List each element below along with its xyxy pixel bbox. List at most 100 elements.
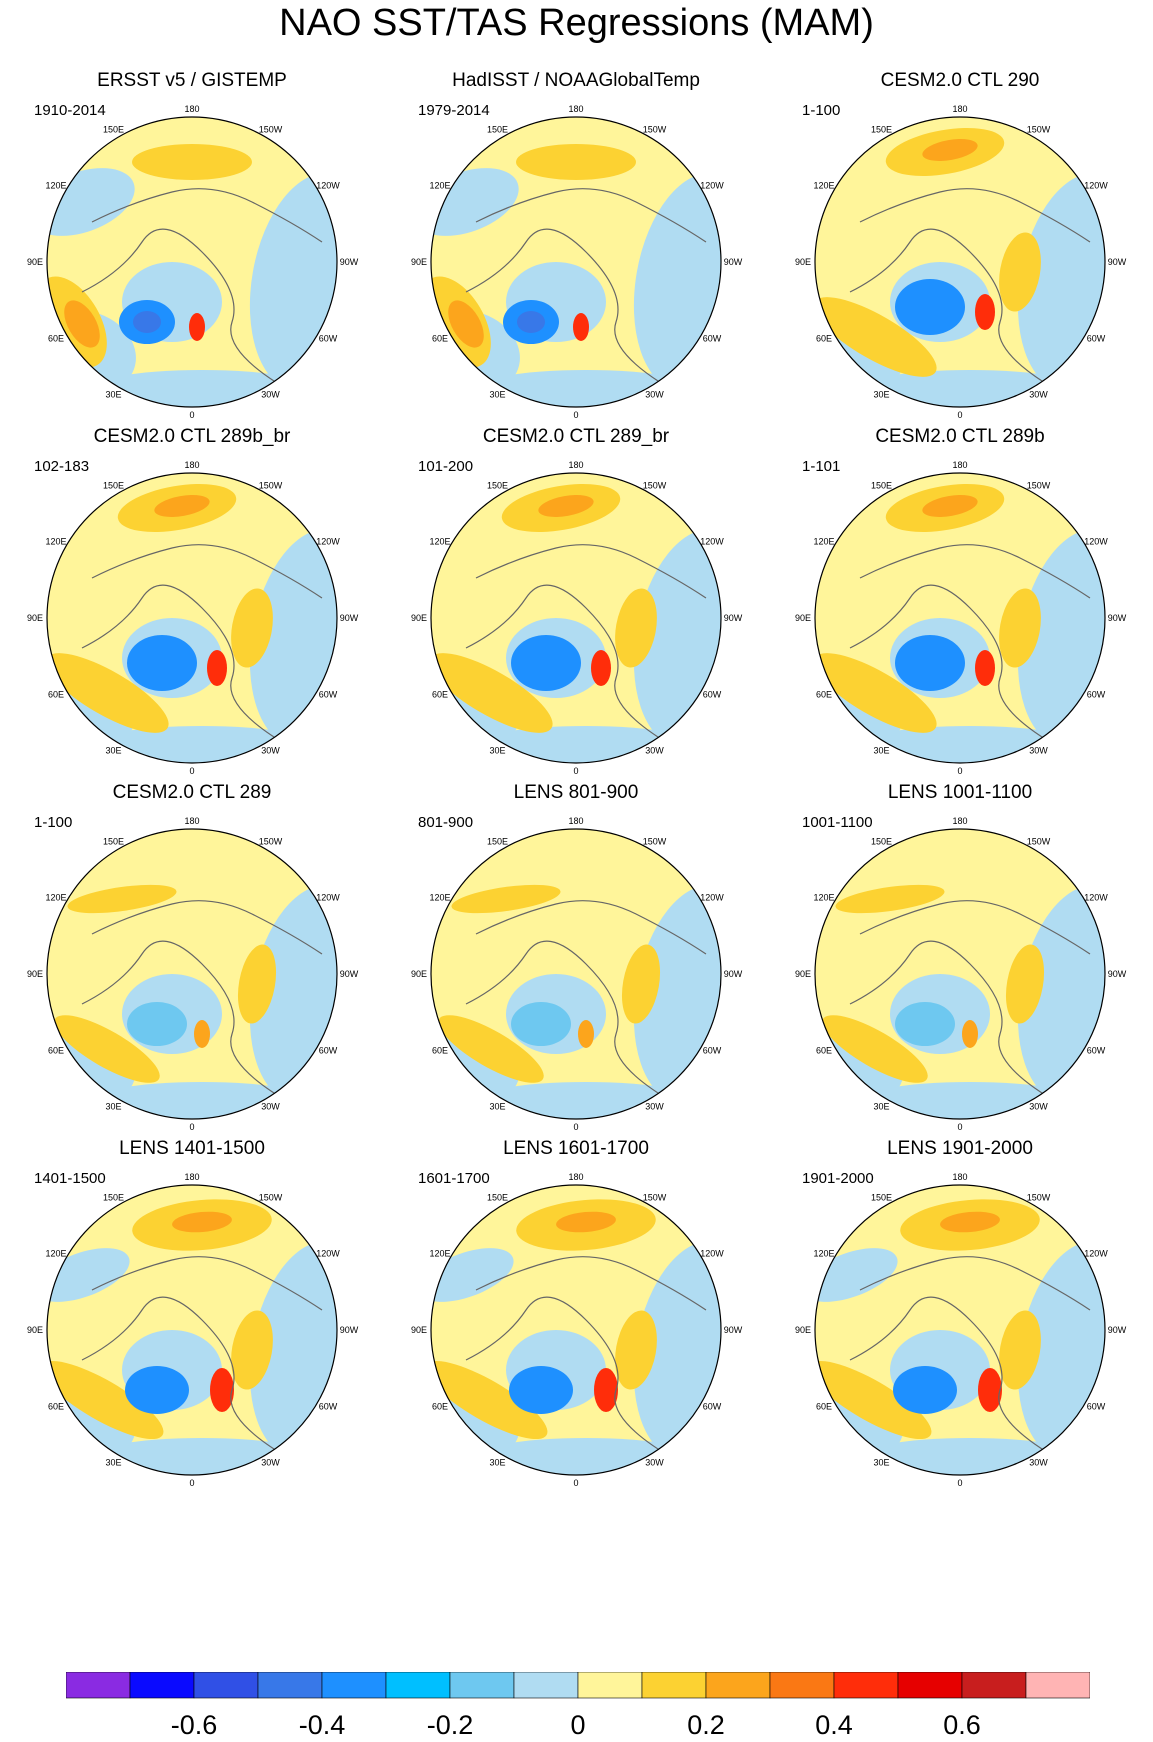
anomaly-scandinavia-warm [210, 1368, 234, 1412]
map-boundary [430, 116, 722, 408]
longitude-label: 90E [27, 1325, 43, 1335]
longitude-label: 120E [814, 181, 835, 191]
anomaly-bering-warm [132, 144, 252, 180]
longitude-label: 180 [568, 1172, 583, 1182]
panel-title: CESM2.0 CTL 290 [880, 70, 1040, 91]
panel-years: 101-200 [418, 458, 474, 475]
anomaly-subpolar-cold [127, 635, 197, 691]
polar-map: 180 150E 120E 90E 60E 30E 0 30W 60W 90W 120W 150W [27, 1172, 359, 1488]
longitude-label: 60E [816, 1402, 832, 1412]
longitude-label: 120W [700, 181, 724, 191]
longitude-label: 120E [46, 893, 67, 903]
anomaly-scandinavia-warm [975, 294, 995, 330]
map-panel: LENS 1601-1700 180 150E 120E 90E 60E 30E 0 30W 60… [384, 1138, 768, 1533]
positive-anomaly-east-pacific [633, 1241, 721, 1459]
panel-years: 1901-2000 [802, 1170, 874, 1187]
coastline [849, 900, 1091, 1105]
longitude-label: 0 [573, 1478, 578, 1488]
colorbar-tick-label: -0.2 [426, 1710, 474, 1740]
anomaly-nw-pacific-cold [815, 1248, 898, 1302]
longitude-label: 30E [873, 1102, 889, 1112]
longitude-label: 30W [1029, 1458, 1048, 1468]
longitude-label: 120E [814, 1249, 835, 1259]
anomaly-scandinavia-warm [573, 313, 589, 341]
anomaly-north-pacific-core [538, 495, 594, 517]
longitude-label: 120W [316, 537, 340, 547]
anomaly-eurasia-warm [231, 1310, 273, 1390]
panel-title: CESM2.0 CTL 289b [875, 426, 1045, 447]
longitude-label: 90W [724, 257, 743, 267]
anomaly-scandinavia-warm [978, 1368, 1002, 1412]
colorbar-tick-label: 0.6 [943, 1710, 981, 1740]
longitude-label: 180 [568, 460, 583, 470]
longitude-label: 150W [259, 836, 283, 846]
positive-anomaly-east-pacific [1017, 885, 1105, 1103]
coastline [849, 544, 1091, 749]
longitude-label: 150W [1027, 1192, 1051, 1202]
colorbar-swatch [641, 1672, 707, 1699]
colorbar-swatch [769, 1672, 835, 1699]
longitude-label: 60W [703, 1402, 722, 1412]
longitude-label: 90W [340, 257, 359, 267]
longitude-label: 0 [573, 1122, 578, 1132]
panel-title: CESM2.0 CTL 289_br [482, 426, 670, 447]
longitude-label: 90W [1108, 1325, 1127, 1335]
colorbar-swatch [449, 1672, 515, 1699]
anomaly-bering-warm [516, 144, 636, 180]
coastline [849, 1256, 1091, 1461]
longitude-label: 30W [1029, 1102, 1048, 1112]
panel-years: 1910-2014 [34, 102, 106, 119]
longitude-label: 150E [487, 1192, 508, 1202]
figure-title: NAO SST/TAS Regressions (MAM) [279, 2, 874, 44]
longitude-label: 60E [432, 690, 448, 700]
anomaly-eurasia-warm [615, 588, 657, 668]
map-panel: ERSST v5 / GISTEMP 180 150E 120E 90E 60E 30E 0 3… [0, 70, 384, 465]
anomaly-eurasia-warm [999, 1310, 1041, 1390]
longitude-label: 120W [1084, 1249, 1108, 1259]
longitude-label: 90E [411, 613, 427, 623]
longitude-label: 60W [319, 690, 338, 700]
anomaly-north-pacific-core [922, 139, 978, 161]
anomaly-subpolar-cold [895, 279, 965, 335]
anomaly-scandinavia-warm [962, 1020, 978, 1048]
map-boundary [46, 1184, 338, 1476]
panel-years: 1-100 [802, 102, 841, 119]
anomaly-eurasia-warm [615, 1310, 657, 1390]
longitude-label: 150W [643, 1192, 667, 1202]
longitude-label: 30W [261, 1458, 280, 1468]
longitude-label: 30E [489, 746, 505, 756]
anomaly-subpolar-cold [893, 1366, 957, 1414]
longitude-label: 180 [184, 1172, 199, 1182]
map-boundary [814, 828, 1106, 1120]
longitude-label: 60W [703, 690, 722, 700]
longitude-label: 150E [871, 836, 892, 846]
longitude-label: 0 [189, 1478, 194, 1488]
longitude-label: 120E [814, 537, 835, 547]
panel-years: 1-100 [34, 814, 73, 831]
longitude-label: 90E [795, 969, 811, 979]
polar-map: 180 150E 120E 90E 60E 30E 0 30W 60W 90W 120W 150W [27, 104, 359, 420]
colorbar-tick-label: 0.2 [687, 1710, 725, 1740]
longitude-label: 60W [1087, 690, 1106, 700]
anomaly-eurasia-warm [1005, 944, 1045, 1024]
polar-map: 180 150E 120E 90E 60E 30E 0 30W 60W 90W 120W 150W [27, 460, 359, 776]
anomaly-subpolar-cold [511, 635, 581, 691]
longitude-label: 60E [816, 334, 832, 344]
colorbar-swatch [577, 1672, 643, 1699]
longitude-label: 0 [957, 1122, 962, 1132]
longitude-label: 90W [1108, 969, 1127, 979]
panel-title: ERSST v5 / GISTEMP [97, 70, 287, 91]
anomaly-eurasia-warm [621, 944, 661, 1024]
panel-years: 1401-1500 [34, 1170, 106, 1187]
map-panel: LENS 801-900 180 150E 120E 90E 60E 30E 0 30W 60W 9… [384, 782, 768, 1177]
longitude-label: 150E [103, 1192, 124, 1202]
longitude-label: 60E [432, 334, 448, 344]
anomaly-north-pacific-warm [67, 884, 177, 914]
longitude-label: 30E [105, 390, 121, 400]
longitude-label: 120W [700, 1249, 724, 1259]
colorbar-tick-label: -0.4 [298, 1710, 346, 1740]
longitude-label: 150W [259, 1192, 283, 1202]
longitude-label: 0 [573, 766, 578, 776]
longitude-label: 150W [1027, 124, 1051, 134]
polar-map: 180 150E 120E 90E 60E 30E 0 30W 60W 90W 120W 150W [27, 816, 359, 1132]
